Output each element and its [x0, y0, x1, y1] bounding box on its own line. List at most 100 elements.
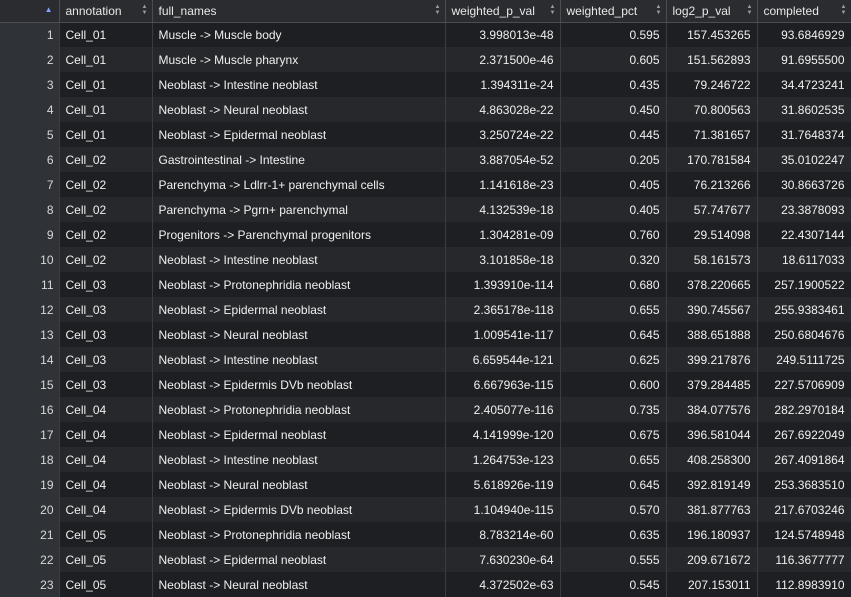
cell-weighted-p-val[interactable]: 5.618926e-119	[445, 472, 561, 497]
cell-weighted-pct[interactable]: 0.675	[560, 422, 667, 447]
cell-annotation[interactable]: Cell_04	[59, 497, 153, 522]
table-row[interactable]: 2 Cell_01 Muscle -> Muscle pharynx 2.371500…	[0, 47, 851, 72]
cell-log2-p-val[interactable]: 29.514098	[666, 222, 758, 247]
cell-weighted-pct[interactable]: 0.450	[560, 97, 667, 122]
cell-weighted-p-val[interactable]: 8.783214e-60	[445, 522, 561, 547]
cell-log2-p-val[interactable]: 390.745567	[666, 297, 758, 322]
cell-weighted-p-val[interactable]: 7.630230e-64	[445, 547, 561, 572]
cell-weighted-p-val[interactable]: 2.365178e-118	[445, 297, 561, 322]
cell-weighted-p-val[interactable]: 3.998013e-48	[445, 22, 561, 47]
cell-log2-p-val[interactable]: 170.781584	[666, 147, 758, 172]
cell-annotation[interactable]: Cell_03	[59, 272, 153, 297]
table-row[interactable]: 18 Cell_04 Neoblast -> Intestine neoblast 1…	[0, 447, 851, 472]
cell-completed[interactable]: 31.8602535	[757, 97, 851, 122]
cell-completed[interactable]: 267.4091864	[757, 447, 851, 472]
cell-weighted-p-val[interactable]: 3.250724e-22	[445, 122, 561, 147]
cell-log2-p-val[interactable]: 396.581044	[666, 422, 758, 447]
cell-weighted-pct[interactable]: 0.680	[560, 272, 667, 297]
cell-log2-p-val[interactable]: 381.877763	[666, 497, 758, 522]
cell-full-names[interactable]: Neoblast -> Intestine neoblast	[152, 347, 446, 372]
table-row[interactable]: 7 Cell_02 Parenchyma -> Ldlrr-1+ parenchym…	[0, 172, 851, 197]
cell-completed[interactable]: 267.6922049	[757, 422, 851, 447]
cell-weighted-pct[interactable]: 0.405	[560, 172, 667, 197]
cell-annotation[interactable]: Cell_03	[59, 297, 153, 322]
cell-weighted-pct[interactable]: 0.555	[560, 547, 667, 572]
cell-completed[interactable]: 34.4723241	[757, 72, 851, 97]
table-row[interactable]: 10 Cell_02 Neoblast -> Intestine neoblast 3…	[0, 247, 851, 272]
cell-full-names[interactable]: Progenitors -> Parenchymal progenitors	[152, 222, 446, 247]
cell-weighted-p-val[interactable]: 1.009541e-117	[445, 322, 561, 347]
table-row[interactable]: 20 Cell_04 Neoblast -> Epidermis DVb neobl…	[0, 497, 851, 522]
cell-annotation[interactable]: Cell_02	[59, 147, 153, 172]
cell-weighted-p-val[interactable]: 1.141618e-23	[445, 172, 561, 197]
cell-completed[interactable]: 116.3677777	[757, 547, 851, 572]
cell-full-names[interactable]: Muscle -> Muscle pharynx	[152, 47, 446, 72]
cell-annotation[interactable]: Cell_03	[59, 372, 153, 397]
cell-full-names[interactable]: Neoblast -> Epidermal neoblast	[152, 547, 446, 572]
cell-annotation[interactable]: Cell_04	[59, 422, 153, 447]
cell-weighted-pct[interactable]: 0.205	[560, 147, 667, 172]
cell-weighted-p-val[interactable]: 1.304281e-09	[445, 222, 561, 247]
cell-log2-p-val[interactable]: 70.800563	[666, 97, 758, 122]
cell-full-names[interactable]: Neoblast -> Intestine neoblast	[152, 247, 446, 272]
cell-annotation[interactable]: Cell_04	[59, 397, 153, 422]
cell-log2-p-val[interactable]: 388.651888	[666, 322, 758, 347]
table-row[interactable]: 9 Cell_02 Progenitors -> Parenchymal proge…	[0, 222, 851, 247]
cell-log2-p-val[interactable]: 392.819149	[666, 472, 758, 497]
cell-full-names[interactable]: Neoblast -> Intestine neoblast	[152, 72, 446, 97]
cell-completed[interactable]: 250.6804676	[757, 322, 851, 347]
cell-annotation[interactable]: Cell_02	[59, 172, 153, 197]
cell-annotation[interactable]: Cell_02	[59, 222, 153, 247]
cell-weighted-p-val[interactable]: 4.141999e-120	[445, 422, 561, 447]
cell-log2-p-val[interactable]: 379.284485	[666, 372, 758, 397]
cell-weighted-pct[interactable]: 0.605	[560, 47, 667, 72]
cell-weighted-p-val[interactable]: 1.394311e-24	[445, 72, 561, 97]
cell-log2-p-val[interactable]: 196.180937	[666, 522, 758, 547]
cell-weighted-p-val[interactable]: 4.863028e-22	[445, 97, 561, 122]
cell-completed[interactable]: 217.6703246	[757, 497, 851, 522]
cell-log2-p-val[interactable]: 58.161573	[666, 247, 758, 272]
cell-full-names[interactable]: Neoblast -> Neural neoblast	[152, 472, 446, 497]
cell-log2-p-val[interactable]: 384.077576	[666, 397, 758, 422]
cell-full-names[interactable]: Neoblast -> Neural neoblast	[152, 97, 446, 122]
cell-weighted-pct[interactable]: 0.645	[560, 322, 667, 347]
cell-annotation[interactable]: Cell_01	[59, 72, 153, 97]
cell-log2-p-val[interactable]: 207.153011	[666, 572, 758, 597]
cell-completed[interactable]: 31.7648374	[757, 122, 851, 147]
column-header-full-names[interactable]: full_names ▲ ▼	[152, 0, 446, 23]
cell-completed[interactable]: 249.5111725	[757, 347, 851, 372]
cell-weighted-pct[interactable]: 0.595	[560, 22, 667, 47]
cell-weighted-p-val[interactable]: 6.659544e-121	[445, 347, 561, 372]
cell-annotation[interactable]: Cell_01	[59, 122, 153, 147]
cell-log2-p-val[interactable]: 57.747677	[666, 197, 758, 222]
table-row[interactable]: 4 Cell_01 Neoblast -> Neural neoblast 4.863…	[0, 97, 851, 122]
cell-weighted-pct[interactable]: 0.625	[560, 347, 667, 372]
table-row[interactable]: 22 Cell_05 Neoblast -> Epidermal neoblast 7…	[0, 547, 851, 572]
table-row[interactable]: 19 Cell_04 Neoblast -> Neural neoblast 5.61…	[0, 472, 851, 497]
cell-log2-p-val[interactable]: 209.671672	[666, 547, 758, 572]
cell-log2-p-val[interactable]: 399.217876	[666, 347, 758, 372]
column-header-completed[interactable]: completed ▲ ▼	[757, 0, 851, 23]
cell-weighted-p-val[interactable]: 4.372502e-63	[445, 572, 561, 597]
cell-weighted-p-val[interactable]: 4.132539e-18	[445, 197, 561, 222]
column-header-annotation[interactable]: annotation ▲ ▼	[59, 0, 153, 23]
cell-full-names[interactable]: Parenchyma -> Ldlrr-1+ parenchymal cells	[152, 172, 446, 197]
column-header-weighted-pct[interactable]: weighted_pct ▲ ▼	[560, 0, 667, 23]
table-row[interactable]: 11 Cell_03 Neoblast -> Protonephridia neob…	[0, 272, 851, 297]
cell-annotation[interactable]: Cell_01	[59, 47, 153, 72]
cell-annotation[interactable]: Cell_01	[59, 22, 153, 47]
cell-weighted-p-val[interactable]: 1.393910e-114	[445, 272, 561, 297]
cell-weighted-pct[interactable]: 0.600	[560, 372, 667, 397]
cell-completed[interactable]: 93.6846929	[757, 22, 851, 47]
cell-weighted-p-val[interactable]: 2.405077e-116	[445, 397, 561, 422]
table-row[interactable]: 6 Cell_02 Gastrointestinal -> Intestine 3.8…	[0, 147, 851, 172]
table-row[interactable]: 21 Cell_05 Neoblast -> Protonephridia neob…	[0, 522, 851, 547]
cell-full-names[interactable]: Muscle -> Muscle body	[152, 22, 446, 47]
cell-completed[interactable]: 255.9383461	[757, 297, 851, 322]
cell-full-names[interactable]: Neoblast -> Epidermal neoblast	[152, 122, 446, 147]
column-header-log2-p-val[interactable]: log2_p_val ▲ ▼	[666, 0, 758, 23]
cell-log2-p-val[interactable]: 79.246722	[666, 72, 758, 97]
cell-completed[interactable]: 257.1900522	[757, 272, 851, 297]
cell-annotation[interactable]: Cell_05	[59, 572, 153, 597]
table-row[interactable]: 13 Cell_03 Neoblast -> Neural neoblast 1.00…	[0, 322, 851, 347]
